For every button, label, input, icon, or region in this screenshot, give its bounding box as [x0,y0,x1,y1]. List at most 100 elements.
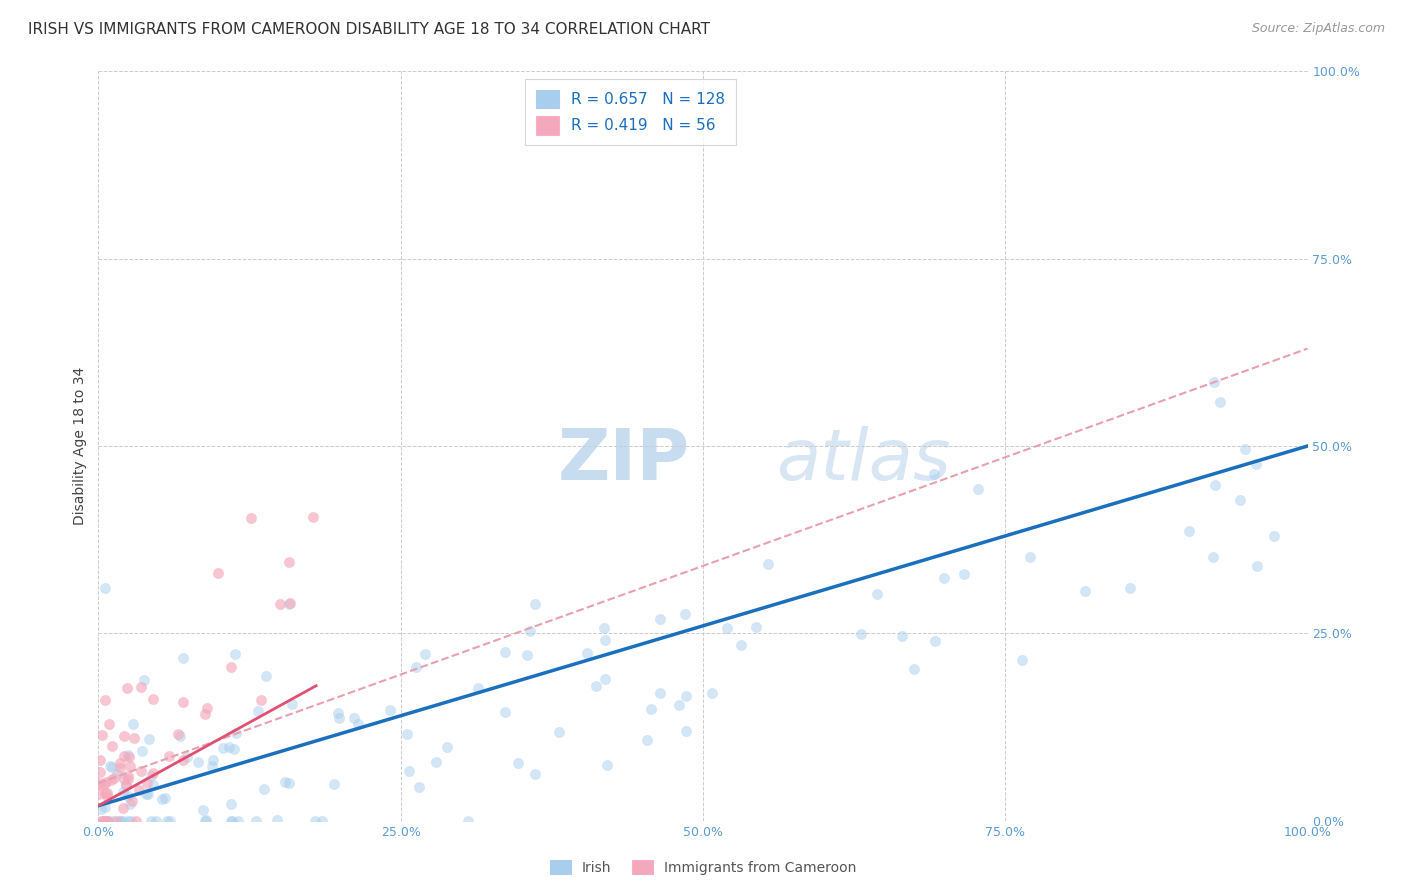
Point [593,672,616,686]
Point [101,739,124,753]
Point [311,814,333,828]
Point [250,692,273,706]
Point [117,772,139,786]
Point [138,731,160,746]
Point [240,511,263,525]
Point [110,814,132,828]
Point [207,566,229,581]
Point [934,571,956,585]
Point [90,814,112,828]
Point [425,756,447,770]
Point [266,813,288,827]
Point [328,711,350,725]
Point [675,607,697,622]
Point [110,814,132,828]
Point [110,756,132,770]
Point [576,647,599,661]
Point [105,814,128,828]
Point [89,779,111,793]
Point [94,800,117,814]
Point [97,814,120,828]
Point [117,789,139,803]
Point [849,627,872,641]
Point [97,814,120,828]
Point [457,814,479,828]
Point [138,787,160,801]
Point [1019,549,1042,564]
Point [112,785,135,799]
Point [155,814,177,828]
Point [219,797,242,811]
Point [194,814,217,828]
Point [169,729,191,743]
Point [93,814,115,828]
Point [101,760,124,774]
Point [142,691,165,706]
Point [221,660,243,674]
Legend: Irish, Immigrants from Cameroon: Irish, Immigrants from Cameroon [544,855,862,880]
Point [105,767,128,781]
Point [745,620,768,634]
Point [172,695,194,709]
Point [172,753,194,767]
Point [245,814,267,828]
Point [1178,524,1201,538]
Point [648,611,671,625]
Point [1074,583,1097,598]
Point [87,776,110,790]
Point [650,686,672,700]
Point [135,788,157,802]
Point [96,789,118,803]
Point [112,729,135,743]
Legend: R = 0.657   N = 128, R = 0.419   N = 56: R = 0.657 N = 128, R = 0.419 N = 56 [526,79,735,145]
Text: IRISH VS IMMIGRANTS FROM CAMEROON DISABILITY AGE 18 TO 34 CORRELATION CHART: IRISH VS IMMIGRANTS FROM CAMEROON DISABI… [28,22,710,37]
Point [115,681,138,696]
Point [1201,550,1223,565]
Point [201,759,224,773]
Point [131,744,153,758]
Point [346,716,368,731]
Point [396,727,419,741]
Point [730,638,752,652]
Point [922,467,945,481]
Point [1204,376,1226,390]
Point [966,482,988,496]
Point [202,753,225,767]
Point [159,814,181,828]
Point [408,780,430,795]
Point [139,769,162,783]
Text: Source: ZipAtlas.com: Source: ZipAtlas.com [1251,22,1385,36]
Point [96,787,118,801]
Point [112,749,135,764]
Point [93,814,115,828]
Point [142,765,165,780]
Point [100,772,122,787]
Point [278,775,301,789]
Point [436,739,458,754]
Point [702,686,724,700]
Point [953,567,976,582]
Point [593,621,616,635]
Point [524,766,547,780]
Point [89,765,111,780]
Point [120,797,142,811]
Point [675,724,697,739]
Point [506,756,529,770]
Point [87,787,110,801]
Point [253,781,276,796]
Point [211,741,233,756]
Point [96,814,118,828]
Point [903,662,925,676]
Point [93,777,115,791]
Point [278,598,301,612]
Point [218,739,240,754]
Point [269,597,291,611]
Point [668,698,690,712]
Point [152,792,174,806]
Point [114,778,136,792]
Point [322,776,344,790]
Point [139,814,162,828]
Point [145,814,167,828]
Point [98,759,121,773]
Y-axis label: Disability Age 18 to 34: Disability Age 18 to 34 [73,367,87,525]
